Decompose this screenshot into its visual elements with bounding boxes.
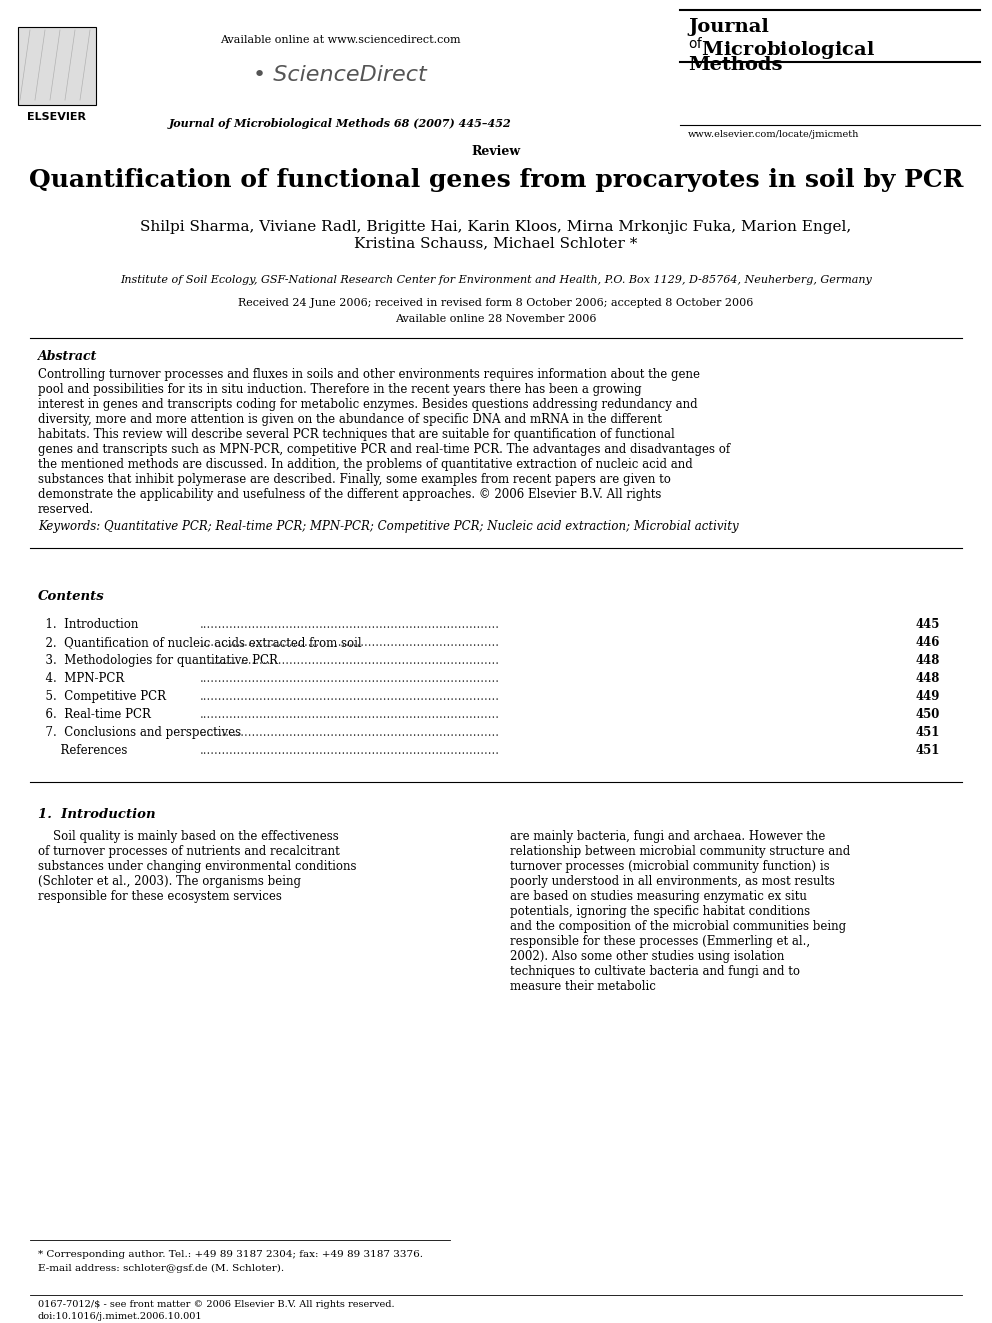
Text: 1.  Introduction: 1. Introduction xyxy=(38,808,156,822)
Text: Controlling turnover processes and fluxes in soils and other environments requir: Controlling turnover processes and fluxe… xyxy=(38,368,730,516)
Text: $^{\sf of}$Microbiological: $^{\sf of}$Microbiological xyxy=(688,36,875,64)
Text: Quantification of functional genes from procaryotes in soil by PCR: Quantification of functional genes from … xyxy=(29,168,963,192)
Text: Available online 28 November 2006: Available online 28 November 2006 xyxy=(395,314,597,324)
Text: Shilpi Sharma, Viviane Radl, Brigitte Hai, Karin Kloos, Mirna Mrkonjic Fuka, Mar: Shilpi Sharma, Viviane Radl, Brigitte Ha… xyxy=(141,220,851,250)
Text: E-mail address: schloter@gsf.de (M. Schloter).: E-mail address: schloter@gsf.de (M. Schl… xyxy=(38,1263,284,1273)
Text: 6.  Real-time PCR: 6. Real-time PCR xyxy=(38,708,151,721)
Text: 4.  MPN-PCR: 4. MPN-PCR xyxy=(38,672,124,685)
Text: 1.  Introduction: 1. Introduction xyxy=(38,618,138,631)
Text: 5.  Competitive PCR: 5. Competitive PCR xyxy=(38,691,166,703)
Text: Review: Review xyxy=(471,146,521,157)
Text: ................................................................................: ........................................… xyxy=(200,636,500,650)
Text: www.elsevier.com/locate/jmicmeth: www.elsevier.com/locate/jmicmeth xyxy=(688,130,859,139)
Text: 3.  Methodologies for quantitative PCR: 3. Methodologies for quantitative PCR xyxy=(38,654,278,667)
Text: 7.  Conclusions and perspectives: 7. Conclusions and perspectives xyxy=(38,726,241,740)
Text: doi:10.1016/j.mimet.2006.10.001: doi:10.1016/j.mimet.2006.10.001 xyxy=(38,1312,202,1320)
Text: Contents: Contents xyxy=(38,590,105,603)
Text: ................................................................................: ........................................… xyxy=(200,744,500,757)
Text: Abstract: Abstract xyxy=(38,351,97,363)
Text: ................................................................................: ........................................… xyxy=(200,654,500,667)
FancyBboxPatch shape xyxy=(18,26,96,105)
Text: Institute of Soil Ecology, GSF-National Research Center for Environment and Heal: Institute of Soil Ecology, GSF-National … xyxy=(120,275,872,284)
Text: 445: 445 xyxy=(916,618,940,631)
Text: ................................................................................: ........................................… xyxy=(200,618,500,631)
Text: 446: 446 xyxy=(916,636,940,650)
Text: ELSEVIER: ELSEVIER xyxy=(27,112,85,122)
Text: 450: 450 xyxy=(916,708,940,721)
Text: 448: 448 xyxy=(916,672,940,685)
Text: ................................................................................: ........................................… xyxy=(200,691,500,703)
Text: ................................................................................: ........................................… xyxy=(200,726,500,740)
Text: Journal of Microbiological Methods 68 (2007) 445–452: Journal of Microbiological Methods 68 (2… xyxy=(169,118,511,130)
Text: are mainly bacteria, fungi and archaea. However the
relationship between microbi: are mainly bacteria, fungi and archaea. … xyxy=(510,830,850,994)
Text: Available online at www.sciencedirect.com: Available online at www.sciencedirect.co… xyxy=(219,34,460,45)
Text: 448: 448 xyxy=(916,654,940,667)
Text: 451: 451 xyxy=(916,744,940,757)
Text: ................................................................................: ........................................… xyxy=(200,672,500,685)
Text: • ScienceDirect: • ScienceDirect xyxy=(253,65,427,85)
Text: References: References xyxy=(38,744,127,757)
Text: * Corresponding author. Tel.: +49 89 3187 2304; fax: +49 89 3187 3376.: * Corresponding author. Tel.: +49 89 318… xyxy=(38,1250,423,1259)
Text: Journal: Journal xyxy=(688,19,769,36)
Text: Methods: Methods xyxy=(688,56,783,74)
Text: 0167-7012/$ - see front matter © 2006 Elsevier B.V. All rights reserved.: 0167-7012/$ - see front matter © 2006 El… xyxy=(38,1301,395,1308)
Text: Received 24 June 2006; received in revised form 8 October 2006; accepted 8 Octob: Received 24 June 2006; received in revis… xyxy=(238,298,754,308)
Text: Keywords: Quantitative PCR; Real-time PCR; MPN-PCR; Competitive PCR; Nucleic aci: Keywords: Quantitative PCR; Real-time PC… xyxy=(38,520,739,533)
Text: 2.  Quantification of nucleic acids extracted from soil: 2. Quantification of nucleic acids extra… xyxy=(38,636,362,650)
Text: Soil quality is mainly based on the effectiveness
of turnover processes of nutri: Soil quality is mainly based on the effe… xyxy=(38,830,356,904)
Text: ................................................................................: ........................................… xyxy=(200,708,500,721)
Text: 451: 451 xyxy=(916,726,940,740)
Text: 449: 449 xyxy=(916,691,940,703)
